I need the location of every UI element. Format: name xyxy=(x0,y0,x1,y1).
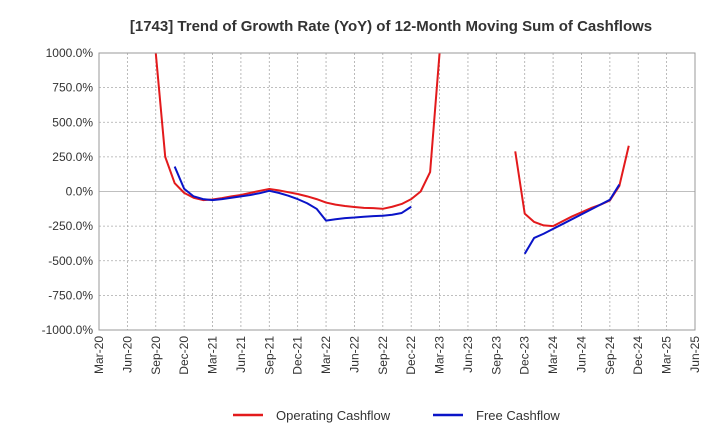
x-tick-label: Mar-25 xyxy=(660,336,674,374)
free-cashflow-line xyxy=(173,166,412,222)
x-tick-label: Mar-22 xyxy=(319,336,333,374)
x-tick-label: Dec-20 xyxy=(177,336,191,375)
x-tick-label: Dec-21 xyxy=(291,336,305,375)
x-tick-label: Jun-23 xyxy=(461,336,475,373)
x-tick-label: Dec-24 xyxy=(631,336,645,375)
free-cashflow-line xyxy=(523,184,621,255)
x-tick-label: Jun-22 xyxy=(347,336,361,373)
legend-operating-cashflow-label: Operating Cashflow xyxy=(276,408,391,423)
x-tick-label: Jun-24 xyxy=(574,336,588,373)
series-lines xyxy=(154,52,630,255)
legend: Operating Cashflow Free Cashflow xyxy=(233,408,560,423)
x-tick-label: Jun-21 xyxy=(234,336,248,373)
x-axis-labels: Mar-20 Jun-20 Sep-20 Dec-20 Mar-21 Jun-21 Sep-… xyxy=(92,336,702,375)
operating-cashflow-line xyxy=(514,145,630,228)
x-tick-label: Sep-20 xyxy=(149,336,163,375)
x-tick-label: Mar-24 xyxy=(546,336,560,374)
y-tick-label: -250.0% xyxy=(48,219,93,233)
x-tick-label: Sep-22 xyxy=(376,336,390,375)
x-tick-label: Dec-22 xyxy=(404,336,418,375)
legend-free-cashflow-label: Free Cashflow xyxy=(476,408,560,423)
x-tick-label: Sep-21 xyxy=(262,336,276,375)
x-tick-label: Jun-20 xyxy=(120,336,134,373)
x-tick-label: Mar-23 xyxy=(433,336,447,374)
y-tick-label: 250.0% xyxy=(52,150,93,164)
x-tick-label: Mar-21 xyxy=(206,336,220,374)
y-tick-label: 750.0% xyxy=(52,81,93,95)
x-tick-label: Sep-23 xyxy=(489,336,503,375)
x-tick-label: Jun-25 xyxy=(688,336,702,373)
y-tick-label: -750.0% xyxy=(48,288,93,302)
y-tick-label: -500.0% xyxy=(48,254,93,268)
x-tick-label: Dec-23 xyxy=(518,336,532,375)
y-tick-label: 500.0% xyxy=(52,115,93,129)
y-tick-label: 0.0% xyxy=(66,185,94,199)
y-tick-label: -1000.0% xyxy=(42,323,94,337)
chart-title: [1743] Trend of Growth Rate (YoY) of 12-… xyxy=(130,18,652,35)
plot-frame xyxy=(98,52,696,331)
y-axis-labels: 1000.0% 750.0% 500.0% 250.0% 0.0% -250.0% -500… xyxy=(42,46,94,337)
x-tick-label: Sep-24 xyxy=(603,336,617,375)
x-tick-label: Mar-20 xyxy=(92,336,106,374)
y-tick-label: 1000.0% xyxy=(46,46,94,60)
